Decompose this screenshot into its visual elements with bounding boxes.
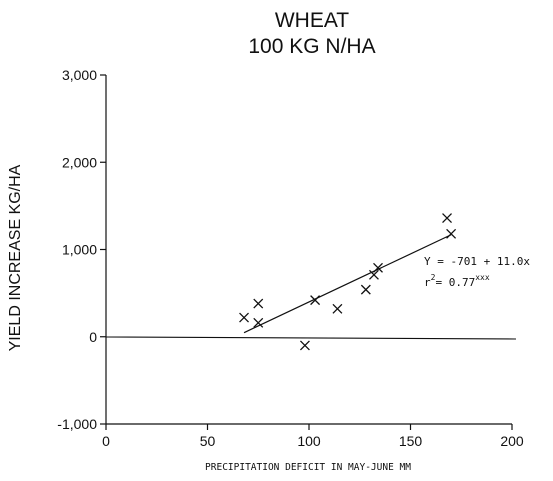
data-point: [332, 303, 343, 314]
x-tick-label: 50: [200, 433, 216, 449]
x-axis-label: PRECIPITATION DEFICIT IN MAY-JUNE MM: [205, 462, 411, 473]
x-tick-label: 200: [500, 433, 524, 449]
data-point: [253, 317, 264, 328]
y-tick-label: 1,000: [62, 242, 97, 258]
data-point: [239, 312, 249, 323]
x-tick-label: 100: [297, 433, 321, 449]
data-point: [360, 284, 371, 295]
x-tick-label: 0: [102, 433, 110, 449]
data-point: [310, 295, 321, 306]
y-tick-label: -1,000: [57, 416, 97, 432]
axis-ticks: -1,000 0 1,000 2,000 3,000 0 50 100 150 200: [57, 67, 524, 449]
chart-title-line2: 100 KG N/HA: [248, 35, 375, 58]
zero-line: [105, 336, 517, 340]
y-axis-label: YIELD INCREASE KG/HA: [7, 164, 24, 351]
r2-prefix: r: [424, 276, 431, 289]
data-point: [369, 269, 379, 280]
chart-title-line1: WHEAT: [275, 9, 349, 32]
y-tick-label: 3,000: [62, 67, 97, 83]
data-point: [373, 262, 383, 273]
data-point: [442, 213, 452, 224]
r-squared-annotation: r2= 0.77xxx: [424, 273, 490, 289]
x-tick-label: 150: [399, 433, 423, 449]
r2-significance: xxx: [475, 273, 490, 282]
y-tick-label: 2,000: [62, 154, 97, 170]
regression-equation: Y = -701 + 11.0x: [424, 255, 530, 268]
data-points: [239, 213, 457, 351]
y-tick-label: 0: [89, 329, 97, 345]
data-point: [299, 340, 310, 351]
data-point: [446, 228, 457, 239]
r2-superscript: 2: [431, 273, 436, 282]
regression-line: [243, 234, 452, 334]
data-point: [253, 298, 264, 309]
r2-value: = 0.77: [435, 276, 475, 289]
